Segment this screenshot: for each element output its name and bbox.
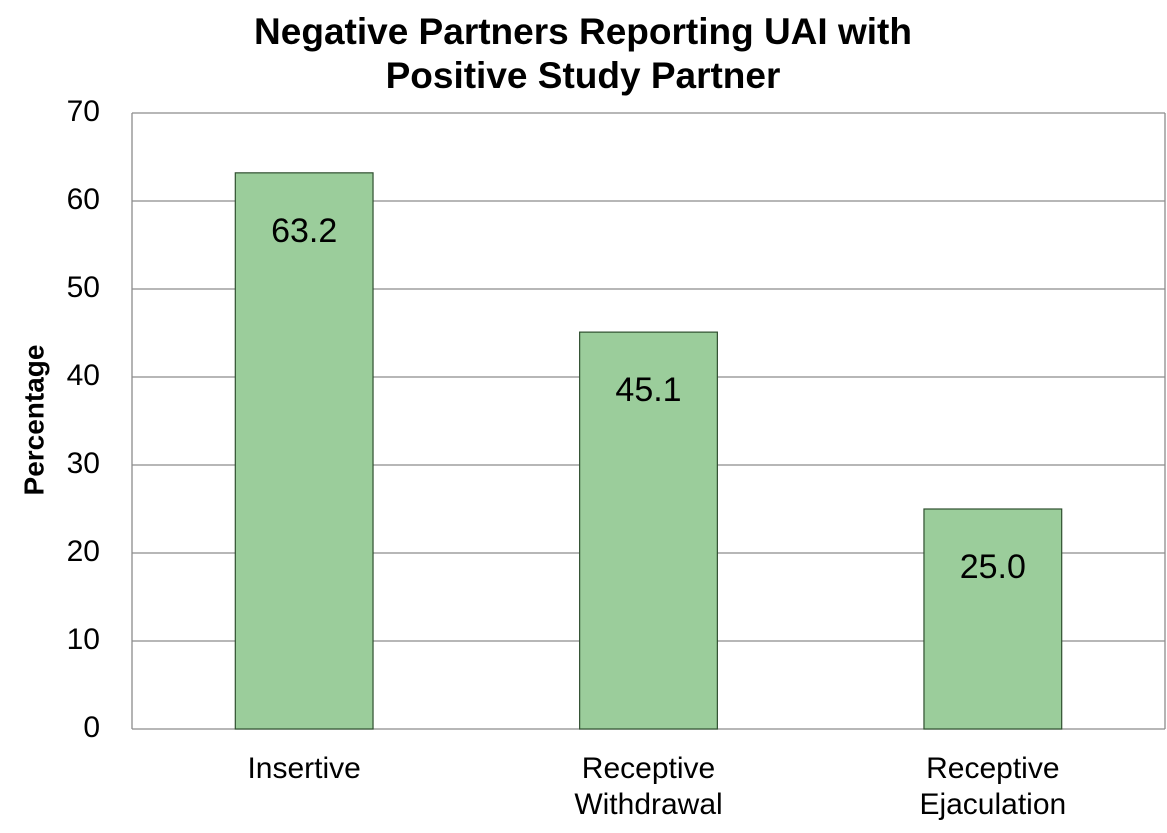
value-label: 25.0 — [960, 548, 1026, 586]
y-tick-label: 40 — [67, 359, 100, 392]
y-tick-label: 30 — [67, 447, 100, 480]
x-tick-label: Insertive — [247, 752, 361, 785]
y-tick-label: 20 — [67, 535, 100, 568]
y-tick-label: 0 — [83, 711, 100, 744]
y-tick-label: 60 — [67, 183, 100, 216]
bar — [923, 508, 1063, 730]
value-label: 45.1 — [615, 371, 681, 409]
y-tick-label: 50 — [67, 271, 100, 304]
y-tick-label: 10 — [67, 623, 100, 656]
value-label: 63.2 — [271, 212, 337, 250]
y-tick-label: 70 — [67, 95, 100, 128]
x-tick-label: Receptive Withdrawal — [574, 752, 723, 821]
bar — [579, 331, 718, 730]
bar — [234, 172, 374, 730]
chart-title: Negative Partners Reporting UAI with Pos… — [254, 11, 912, 96]
x-tick-label: Receptive Ejaculation — [919, 752, 1067, 821]
y-axis-label: Percentage — [18, 345, 49, 496]
